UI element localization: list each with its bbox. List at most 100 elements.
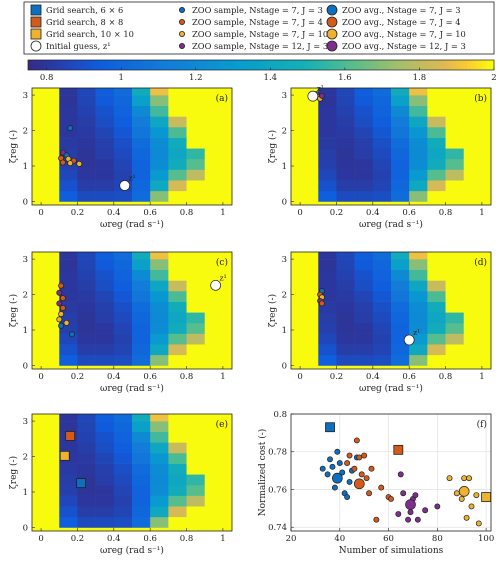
heatmap-cell [204, 116, 224, 128]
heatmap-cell [318, 190, 337, 202]
heatmap-cell [132, 495, 151, 507]
heatmap-cell [168, 344, 187, 356]
heatmap-cell [113, 333, 133, 345]
heatmap-cell [186, 495, 206, 507]
x-tick-label: 0 [297, 372, 302, 382]
heatmap-cell [95, 506, 115, 518]
heatmap-cell [463, 127, 483, 138]
heatmap-cell [77, 431, 96, 443]
heatmap-cell [77, 158, 96, 170]
heatmap-cell [186, 95, 206, 107]
heatmap-cell [318, 344, 337, 356]
y-axis-label: ζreg (-) [8, 456, 19, 489]
heatmap-cell [204, 463, 224, 475]
heatmap-cell [41, 148, 60, 160]
colorbar-segment [261, 60, 266, 70]
heatmap-cell [132, 95, 151, 107]
plot-background [291, 414, 491, 531]
heatmap-cell [77, 105, 96, 117]
chart-panel-e: 0 0.2 0.4 0.6 0.8 1 0 1 2 3 (e) ωreg (rad s⁻¹) ζreg … [8, 413, 233, 556]
legend-entry: ZOO avg., Nstage = 7, J = 4 [326, 16, 461, 28]
chart-panel-d: z¹ 0 0.2 0.4 0.6 0.8 1 0 1 2 3 (d) ωreg (rad s⁻¹) ζre… [267, 251, 492, 394]
legend: Grid search, 6 × 6 Grid search, 8 × 8 Grid… [23, 1, 495, 55]
colorbar-segment [400, 60, 406, 70]
heatmap-cell [372, 269, 392, 281]
heatmap-cell [391, 158, 410, 170]
heatmap-cell [391, 322, 410, 334]
heatmap-cell [204, 88, 224, 96]
heatmap-cell [41, 442, 60, 454]
colorbar-segment [241, 60, 246, 70]
heatmap-cell [318, 95, 337, 107]
data-point [466, 475, 472, 482]
heatmap-cell [168, 516, 187, 528]
data-point [358, 471, 365, 478]
heatmap-cell [113, 116, 133, 128]
heatmap-cell [372, 169, 392, 181]
heatmap-cell [168, 474, 187, 486]
y-tick-label: 0 [282, 197, 287, 207]
heatmap-cell [391, 148, 410, 160]
heatmap-cell [391, 333, 410, 345]
x-tick-label: 0.8 [180, 372, 194, 382]
heatmap-cell [318, 137, 337, 149]
heatmap-cell [150, 495, 169, 507]
heatmap-cell [77, 516, 96, 528]
heatmap-cell [132, 105, 151, 117]
colorbar-segment [307, 60, 312, 70]
heatmap-cell [354, 301, 374, 313]
heatmap-cell [463, 105, 483, 117]
heatmap-cell [150, 127, 169, 138]
heatmap-cell [354, 269, 374, 281]
heatmap-cell [150, 506, 169, 518]
heatmap-cell [168, 442, 187, 454]
data-point [453, 490, 460, 497]
heatmap-cell [409, 291, 428, 302]
y-tick-label: 1 [23, 326, 28, 336]
colorbar-segment [113, 60, 118, 70]
heatmap-cell [95, 463, 115, 475]
heatmap-cell [113, 158, 133, 170]
x-tick-label: 0.6 [402, 372, 416, 382]
heatmap-cell [77, 463, 96, 475]
heatmap-cell [77, 190, 96, 202]
heatmap-cell [168, 88, 187, 96]
heatmap-cell [186, 414, 206, 422]
panel-label: (d) [474, 257, 487, 268]
heatmap-cell [113, 463, 133, 475]
colorbar-segment [152, 60, 157, 70]
colorbar-segment [280, 60, 285, 70]
heatmap-cell [445, 291, 465, 302]
heatmap-cell [445, 301, 465, 313]
heatmap-cell [204, 431, 224, 443]
colorbar-segment [447, 60, 452, 70]
legend-circle-marker [326, 4, 338, 16]
heatmap-cell [113, 322, 133, 334]
heatmap-cell [186, 127, 206, 138]
heatmap-cell [59, 442, 78, 454]
data-point [356, 454, 363, 461]
data-point [468, 503, 475, 510]
heatmap-cell [463, 88, 483, 96]
heatmap-cell [41, 506, 60, 518]
heatmap-cell [372, 259, 392, 271]
heatmap-cell [77, 88, 96, 96]
heatmap-cell [95, 105, 115, 117]
data-point [336, 460, 343, 467]
data-point [346, 452, 353, 459]
heatmap-cell [409, 252, 428, 260]
heatmap-cell [318, 127, 337, 138]
data-point [388, 495, 394, 502]
data-point [324, 471, 331, 478]
heatmap-cell [168, 463, 187, 475]
heatmap-cell [41, 88, 60, 96]
colorbar-segment [229, 60, 235, 70]
colorbar-segment [424, 60, 429, 70]
heatmap-cell [336, 190, 355, 202]
heatmap-cell [318, 312, 337, 324]
data-point [475, 520, 482, 527]
axes-frame [290, 251, 492, 370]
heatmap-cell [336, 269, 355, 281]
heatmap-cell [150, 322, 169, 334]
initial-guess-label: z¹ [317, 84, 324, 93]
